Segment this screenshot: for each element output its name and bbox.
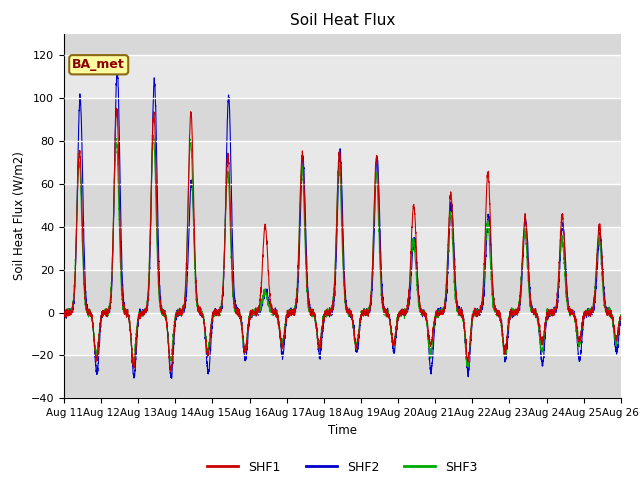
SHF3 [468,323,476,328]
SHF2 [617,315,625,321]
SHF3 [499,338,507,344]
Bar [64,312,621,356]
Bar [64,55,621,98]
Bar [64,98,621,141]
SHF3 [322,311,330,317]
Bar [64,270,621,312]
SHF3 [464,364,472,370]
SHF2 [168,375,175,381]
Legend: SHF1, SHF2, SHF3: SHF1, SHF2, SHF3 [202,456,483,479]
SHF3 [161,309,168,314]
SHF2 [468,330,476,336]
SHF2 [499,337,507,343]
SHF3 [60,314,68,320]
Bar [64,356,621,398]
SHF2 [113,65,121,71]
Line: SHF3: SHF3 [64,135,621,367]
Bar [64,141,621,184]
Y-axis label: Soil Heat Flux (W/m2): Soil Heat Flux (W/m2) [12,152,25,280]
SHF1 [617,313,625,319]
Bar [64,184,621,227]
Line: SHF1: SHF1 [64,109,621,372]
SHF1 [468,321,476,327]
SHF2 [60,316,68,322]
SHF1 [113,106,121,112]
SHF1 [60,311,68,317]
SHF3 [149,132,157,138]
Bar [64,34,621,55]
Line: SHF2: SHF2 [64,68,621,378]
SHF2 [436,309,444,315]
SHF1 [436,312,444,317]
Title: Soil Heat Flux: Soil Heat Flux [290,13,395,28]
SHF3 [436,307,444,312]
X-axis label: Time: Time [328,424,357,437]
SHF3 [617,313,625,319]
SHF1 [161,311,168,317]
SHF1 [616,315,624,321]
SHF1 [322,310,330,315]
Text: BA_met: BA_met [72,58,125,71]
SHF1 [167,369,175,374]
Bar [64,227,621,270]
SHF2 [161,310,168,315]
SHF1 [499,334,507,340]
SHF2 [322,310,330,316]
SHF2 [616,322,624,328]
SHF3 [616,318,624,324]
